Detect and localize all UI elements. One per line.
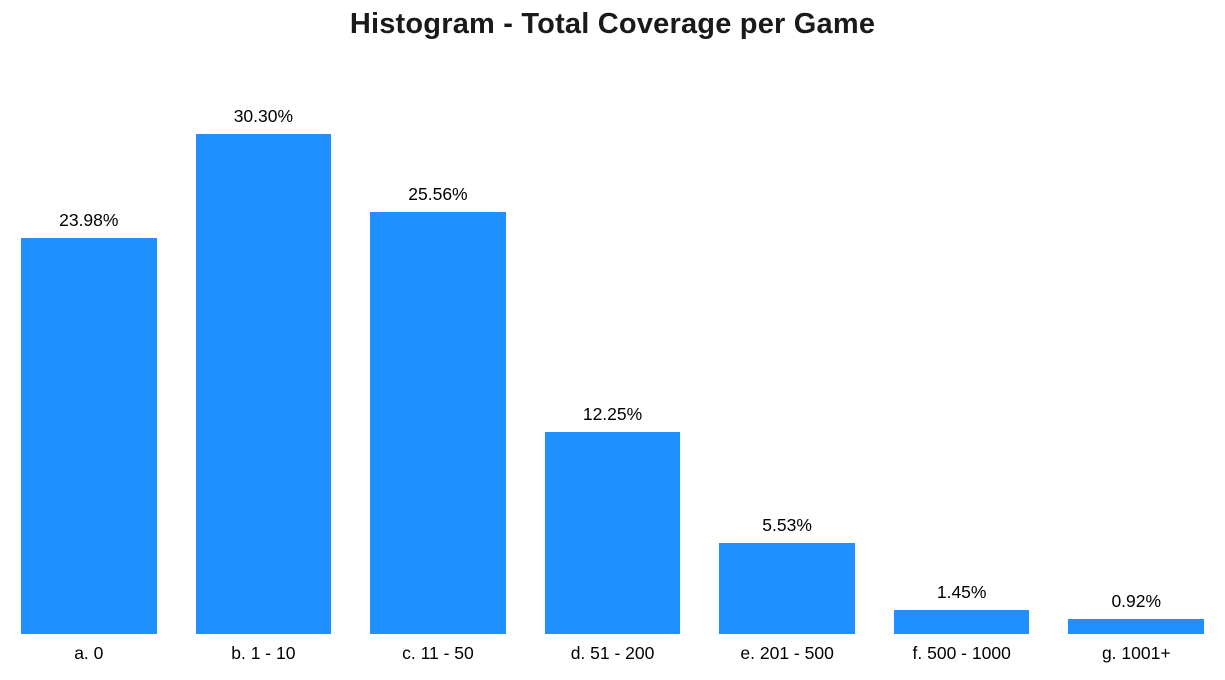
x-axis-label: e. 201 - 500 [740,643,834,663]
bar[interactable] [21,238,157,634]
bar-group: 23.98% a. 0 [21,68,157,668]
bar-chart: 23.98% a. 0 30.30% b. 1 - 10 25.56% c. 11 - 5… [0,68,1225,668]
x-axis-label: g. 1001+ [1101,643,1171,663]
bar-value-label: 12.25% [582,403,643,424]
x-axis-label: b. 1 - 10 [231,643,296,663]
bar[interactable] [893,610,1030,634]
bar-value-label: 0.92% [1111,590,1162,611]
bar[interactable] [195,134,332,634]
bar[interactable] [370,212,506,634]
bar-group: 0.92% g. 1001+ [1068,68,1205,668]
bar-group: 30.30% b. 1 - 10 [195,68,332,668]
bar[interactable] [719,542,855,634]
bar-value-label: 25.56% [408,184,468,205]
bar[interactable] [1068,618,1205,634]
bar-value-label: 5.53% [762,514,812,535]
x-axis-label: c. 11 - 50 [402,643,474,663]
x-axis-label: a. 0 [74,643,104,663]
x-axis-label: f. 500 - 1000 [912,643,1011,663]
bar-group: 12.25% d. 51 - 200 [544,68,681,668]
bar-value-label: 30.30% [233,106,294,126]
bar-group: 25.56% c. 11 - 50 [370,68,506,668]
bar-value-label: 23.98% [59,210,119,231]
x-axis-label: d. 51 - 200 [570,643,655,663]
bar-group: 5.53% e. 201 - 500 [719,68,855,668]
bar[interactable] [544,431,681,634]
bar-value-label: 1.45% [936,582,987,603]
bar-group: 1.45% f. 500 - 1000 [893,68,1030,668]
chart-title: Histogram - Total Coverage per Game [349,8,876,40]
